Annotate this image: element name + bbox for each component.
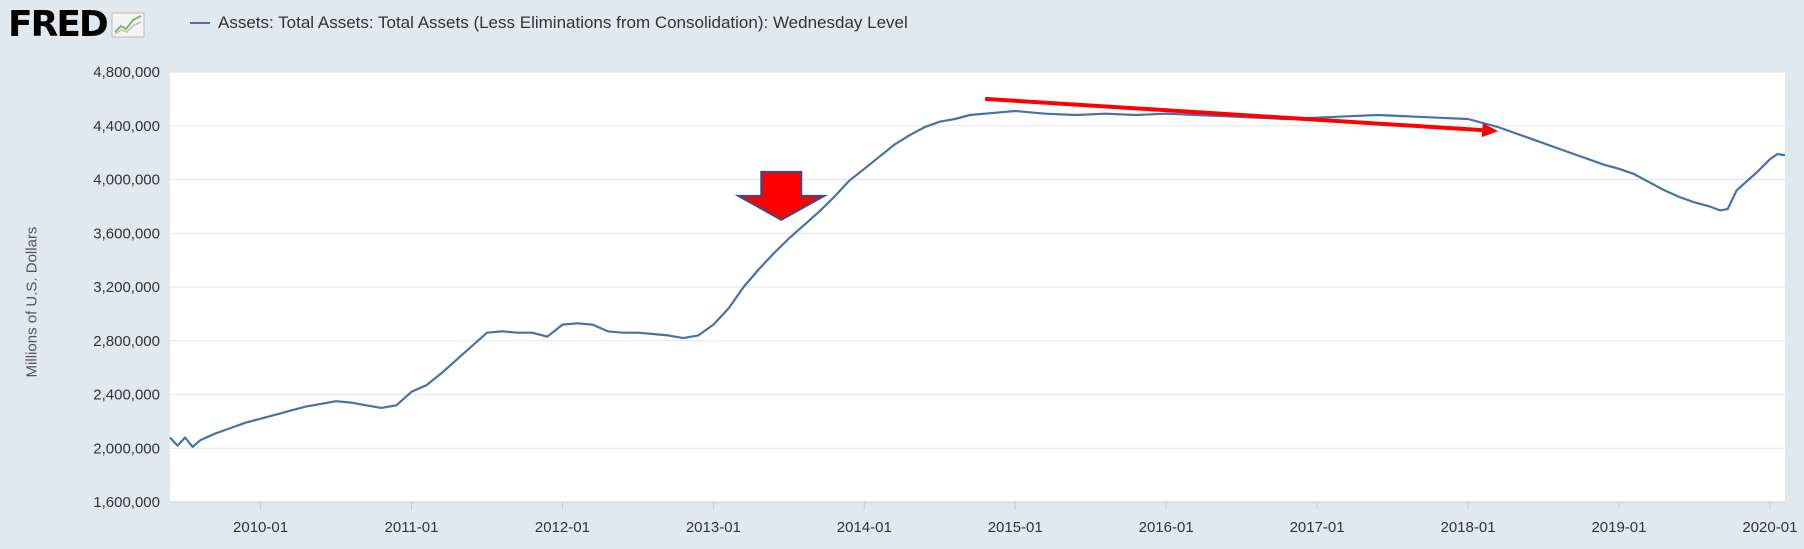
annotations — [734, 96, 1499, 221]
x-tick-label: 2020-01 — [1742, 519, 1797, 536]
x-tick-label: 2018-01 — [1441, 519, 1496, 536]
x-tick-label: 2012-01 — [535, 519, 590, 536]
legend-series-label: Assets: Total Assets: Total Assets (Less… — [218, 13, 908, 32]
y-tick-label: 4,400,000 — [93, 118, 160, 135]
legend-swatch — [190, 22, 210, 24]
x-tick-label: 2011-01 — [385, 519, 439, 536]
series-line — [169, 109, 1786, 448]
trend-arrow-head — [1481, 123, 1499, 138]
x-tick-label: 2013-01 — [686, 519, 741, 536]
x-tick-label: 2014-01 — [837, 519, 892, 536]
x-tick-label: 2019-01 — [1591, 519, 1646, 536]
y-tick-label: 4,000,000 — [93, 172, 160, 189]
y-tick-label: 2,400,000 — [93, 387, 160, 404]
y-tick-label: 3,200,000 — [93, 279, 160, 296]
x-tick-label: 2016-01 — [1139, 519, 1194, 536]
fred-logo[interactable]: FRED — [8, 3, 145, 45]
chart-legend: Assets: Total Assets: Total Assets (Less… — [190, 13, 908, 33]
chart-trend-icon — [111, 12, 145, 38]
y-tick-label: 1,600,000 — [93, 494, 160, 511]
trend-arrow-line — [984, 96, 1483, 133]
x-tick-label: 2015-01 — [988, 519, 1043, 536]
x-tick-label: 2017-01 — [1290, 519, 1345, 536]
down-arrow-annotation — [734, 170, 829, 221]
chart-header: FRED Assets: Total Assets: Total Assets … — [0, 0, 1804, 48]
y-tick-label: 4,800,000 — [93, 64, 160, 81]
series-group — [169, 109, 1786, 448]
logo-text: FRED — [8, 3, 109, 45]
x-axis-ticks: 2010-01 2011-01 2012-01 2013-01 2014-01 2015-… — [170, 501, 1797, 536]
x-tick-label: 2010-01 — [233, 519, 288, 536]
y-tick-label: 2,000,000 — [93, 440, 160, 457]
y-axis-ticks: 1,600,000 2,000,000 2,400,000 2,800,000 3,20… — [93, 64, 160, 511]
y-tick-label: 3,600,000 — [93, 225, 160, 242]
y-tick-label: 2,800,000 — [93, 333, 160, 350]
